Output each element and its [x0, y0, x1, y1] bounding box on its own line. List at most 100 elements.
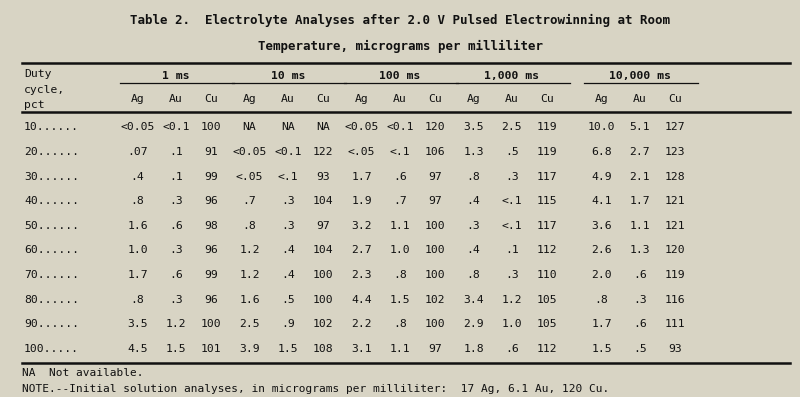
- Text: NA: NA: [281, 122, 295, 132]
- Text: 1.1: 1.1: [390, 344, 410, 354]
- Text: 10,000 ms: 10,000 ms: [609, 71, 671, 81]
- Text: Temperature, micrograms per milliliter: Temperature, micrograms per milliliter: [258, 40, 542, 53]
- Text: 93: 93: [316, 172, 330, 181]
- Text: NA  Not available.: NA Not available.: [22, 368, 144, 378]
- Text: 102: 102: [313, 319, 334, 329]
- Text: 2.1: 2.1: [630, 172, 650, 181]
- Text: 1.5: 1.5: [166, 344, 186, 354]
- Text: 121: 121: [665, 221, 686, 231]
- Text: 3.6: 3.6: [591, 221, 612, 231]
- Text: 1,000 ms: 1,000 ms: [485, 71, 539, 81]
- Text: .3: .3: [281, 221, 295, 231]
- Text: .5: .5: [281, 295, 295, 304]
- Text: .1: .1: [169, 172, 183, 181]
- Text: 3.1: 3.1: [351, 344, 372, 354]
- Text: 10 ms: 10 ms: [271, 71, 305, 81]
- Text: Ag: Ag: [130, 94, 145, 104]
- Text: .6: .6: [393, 172, 407, 181]
- Text: 127: 127: [665, 122, 686, 132]
- Text: .8: .8: [466, 172, 481, 181]
- Text: .3: .3: [281, 196, 295, 206]
- Text: 4.5: 4.5: [127, 344, 148, 354]
- Text: Au: Au: [393, 94, 407, 104]
- Text: 112: 112: [537, 245, 558, 255]
- Text: 1.7: 1.7: [127, 270, 148, 280]
- Text: .3: .3: [633, 295, 647, 304]
- Text: Cu: Cu: [668, 94, 682, 104]
- Text: 2.9: 2.9: [463, 319, 484, 329]
- Text: 100: 100: [425, 221, 446, 231]
- Text: .8: .8: [393, 319, 407, 329]
- Text: 1.3: 1.3: [463, 147, 484, 157]
- Text: Cu: Cu: [316, 94, 330, 104]
- Text: 100: 100: [425, 245, 446, 255]
- Text: NA: NA: [242, 122, 257, 132]
- Text: <0.05: <0.05: [345, 122, 378, 132]
- Text: 99: 99: [204, 270, 218, 280]
- Text: 50......: 50......: [24, 221, 79, 231]
- Text: 10.0: 10.0: [588, 122, 615, 132]
- Text: Cu: Cu: [540, 94, 554, 104]
- Text: .1: .1: [169, 147, 183, 157]
- Text: <0.1: <0.1: [274, 147, 302, 157]
- Text: 4.9: 4.9: [591, 172, 612, 181]
- Text: Ag: Ag: [354, 94, 369, 104]
- Text: .6: .6: [169, 270, 183, 280]
- Text: .3: .3: [505, 172, 519, 181]
- Text: 105: 105: [537, 319, 558, 329]
- Text: 100 ms: 100 ms: [379, 71, 421, 81]
- Text: 101: 101: [201, 344, 222, 354]
- Text: .8: .8: [242, 221, 257, 231]
- Text: 93: 93: [668, 344, 682, 354]
- Text: 1.2: 1.2: [239, 270, 260, 280]
- Text: 97: 97: [316, 221, 330, 231]
- Text: 100.....: 100.....: [24, 344, 79, 354]
- Text: 2.6: 2.6: [591, 245, 612, 255]
- Text: <.05: <.05: [236, 172, 263, 181]
- Text: 2.2: 2.2: [351, 319, 372, 329]
- Text: 1.8: 1.8: [463, 344, 484, 354]
- Text: 90......: 90......: [24, 319, 79, 329]
- Text: 108: 108: [313, 344, 334, 354]
- Text: 105: 105: [537, 295, 558, 304]
- Text: .3: .3: [169, 295, 183, 304]
- Text: 119: 119: [537, 122, 558, 132]
- Text: Au: Au: [169, 94, 183, 104]
- Text: .8: .8: [130, 196, 145, 206]
- Text: 119: 119: [537, 147, 558, 157]
- Text: 1.5: 1.5: [591, 344, 612, 354]
- Text: 3.9: 3.9: [239, 344, 260, 354]
- Text: .4: .4: [281, 245, 295, 255]
- Text: .4: .4: [281, 270, 295, 280]
- Text: 1.5: 1.5: [278, 344, 298, 354]
- Text: 120: 120: [665, 245, 686, 255]
- Text: 98: 98: [204, 221, 218, 231]
- Text: 115: 115: [537, 196, 558, 206]
- Text: 10......: 10......: [24, 122, 79, 132]
- Text: .5: .5: [633, 344, 647, 354]
- Text: Cu: Cu: [204, 94, 218, 104]
- Text: 5.1: 5.1: [630, 122, 650, 132]
- Text: <.1: <.1: [502, 196, 522, 206]
- Text: .7: .7: [242, 196, 257, 206]
- Text: Table 2.  Electrolyte Analyses after 2.0 V Pulsed Electrowinning at Room: Table 2. Electrolyte Analyses after 2.0 …: [130, 14, 670, 27]
- Text: 97: 97: [428, 196, 442, 206]
- Text: Cu: Cu: [428, 94, 442, 104]
- Text: .7: .7: [393, 196, 407, 206]
- Text: 2.5: 2.5: [239, 319, 260, 329]
- Text: .4: .4: [466, 245, 481, 255]
- Text: .9: .9: [281, 319, 295, 329]
- Text: 97: 97: [428, 344, 442, 354]
- Text: 60......: 60......: [24, 245, 79, 255]
- Text: <0.05: <0.05: [233, 147, 266, 157]
- Text: 111: 111: [665, 319, 686, 329]
- Text: 100: 100: [425, 270, 446, 280]
- Text: .8: .8: [130, 295, 145, 304]
- Text: .07: .07: [127, 147, 148, 157]
- Text: .6: .6: [633, 319, 647, 329]
- Text: 1.5: 1.5: [390, 295, 410, 304]
- Text: 1.7: 1.7: [630, 196, 650, 206]
- Text: Au: Au: [281, 94, 295, 104]
- Text: 100: 100: [313, 270, 334, 280]
- Text: <0.1: <0.1: [386, 122, 414, 132]
